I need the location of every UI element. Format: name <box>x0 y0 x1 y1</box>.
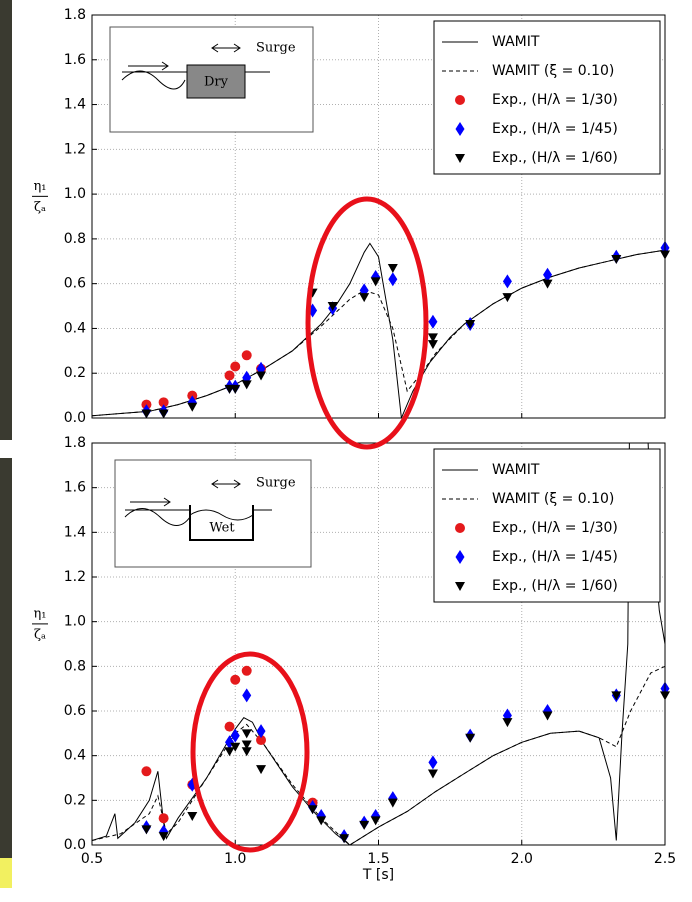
y-axis-label: η₁ <box>34 179 47 194</box>
x-tick-label: 2.0 <box>511 851 533 867</box>
y-tick-label: 0.0 <box>64 410 86 426</box>
legend-label: Exp., (H/λ = 1/60) <box>492 578 618 594</box>
data-point <box>230 675 240 685</box>
photo-edge <box>0 458 12 858</box>
data-point <box>230 362 240 372</box>
x-tick-label: 1.0 <box>224 851 246 867</box>
y-tick-label: 0.4 <box>64 320 86 336</box>
legend-label: WAMIT <box>492 34 540 50</box>
y-tick-label: 0.6 <box>64 703 86 719</box>
y-tick-label: 0.4 <box>64 748 86 764</box>
legend-label: Exp., (H/λ = 1/45) <box>492 549 618 565</box>
x-tick-label: 1.5 <box>367 851 389 867</box>
inset-label: Wet <box>209 521 235 536</box>
x-tick-label: 0.5 <box>81 851 103 867</box>
y-tick-label: 0.8 <box>64 658 86 674</box>
x-axis-label: T [s] <box>362 867 394 883</box>
inset-wet: Surge Wet <box>115 460 311 567</box>
x-tick-label: 2.5 <box>654 851 676 867</box>
y-tick-label: 1.0 <box>64 614 86 630</box>
legend-swatch <box>455 523 465 533</box>
photo-edge <box>0 0 12 440</box>
y-tick-label: 1.0 <box>64 186 86 202</box>
inset-label: Dry <box>204 75 229 90</box>
data-point <box>242 350 252 360</box>
legend-label: Exp., (H/λ = 1/30) <box>492 92 618 108</box>
chart: 0.0 0.2 0.4 0.6 0.8 1.0 1.2 1.4 1.6 1.8 η₁ ζₐ WAMIT W… <box>0 0 692 902</box>
y-tick-label: 1.4 <box>64 97 86 113</box>
y-tick-label: 0.2 <box>64 792 86 808</box>
y-tick-label: 0.8 <box>64 231 86 247</box>
legend-label: WAMIT (ξ = 0.10) <box>492 63 614 79</box>
y-tick-label: 0.6 <box>64 276 86 292</box>
y-axis-label: η₁ <box>34 606 47 621</box>
inset-motion: Surge <box>256 476 296 491</box>
data-point <box>225 722 235 732</box>
y-tick-label: 1.2 <box>64 141 86 157</box>
legend-label: WAMIT (ξ = 0.10) <box>492 491 614 507</box>
inset-motion: Surge <box>256 41 296 56</box>
y-tick-label: 0.2 <box>64 365 86 381</box>
legend-label: WAMIT <box>492 462 540 478</box>
y-tick-label: 1.8 <box>64 7 86 23</box>
data-point <box>141 766 151 776</box>
y-tick-label: 1.8 <box>64 435 86 451</box>
y-axis-label: ζₐ <box>34 200 46 215</box>
data-point <box>242 666 252 676</box>
data-point <box>159 813 169 823</box>
legend-swatch <box>455 95 465 105</box>
y-tick-label: 1.6 <box>64 480 86 496</box>
legend-label: Exp., (H/λ = 1/30) <box>492 520 618 536</box>
photo-edge <box>0 858 12 888</box>
y-axis-label: ζₐ <box>34 627 46 642</box>
inset-dry: Surge Dry <box>110 27 313 132</box>
data-point <box>225 370 235 380</box>
page: {"chart_data": [ {"type": "line", "inset… <box>0 0 692 902</box>
y-tick-label: 1.6 <box>64 52 86 68</box>
legend-label: Exp., (H/λ = 1/60) <box>492 150 618 166</box>
y-tick-label: 1.2 <box>64 569 86 585</box>
y-tick-label: 1.4 <box>64 524 86 540</box>
legend-label: Exp., (H/λ = 1/45) <box>492 121 618 137</box>
